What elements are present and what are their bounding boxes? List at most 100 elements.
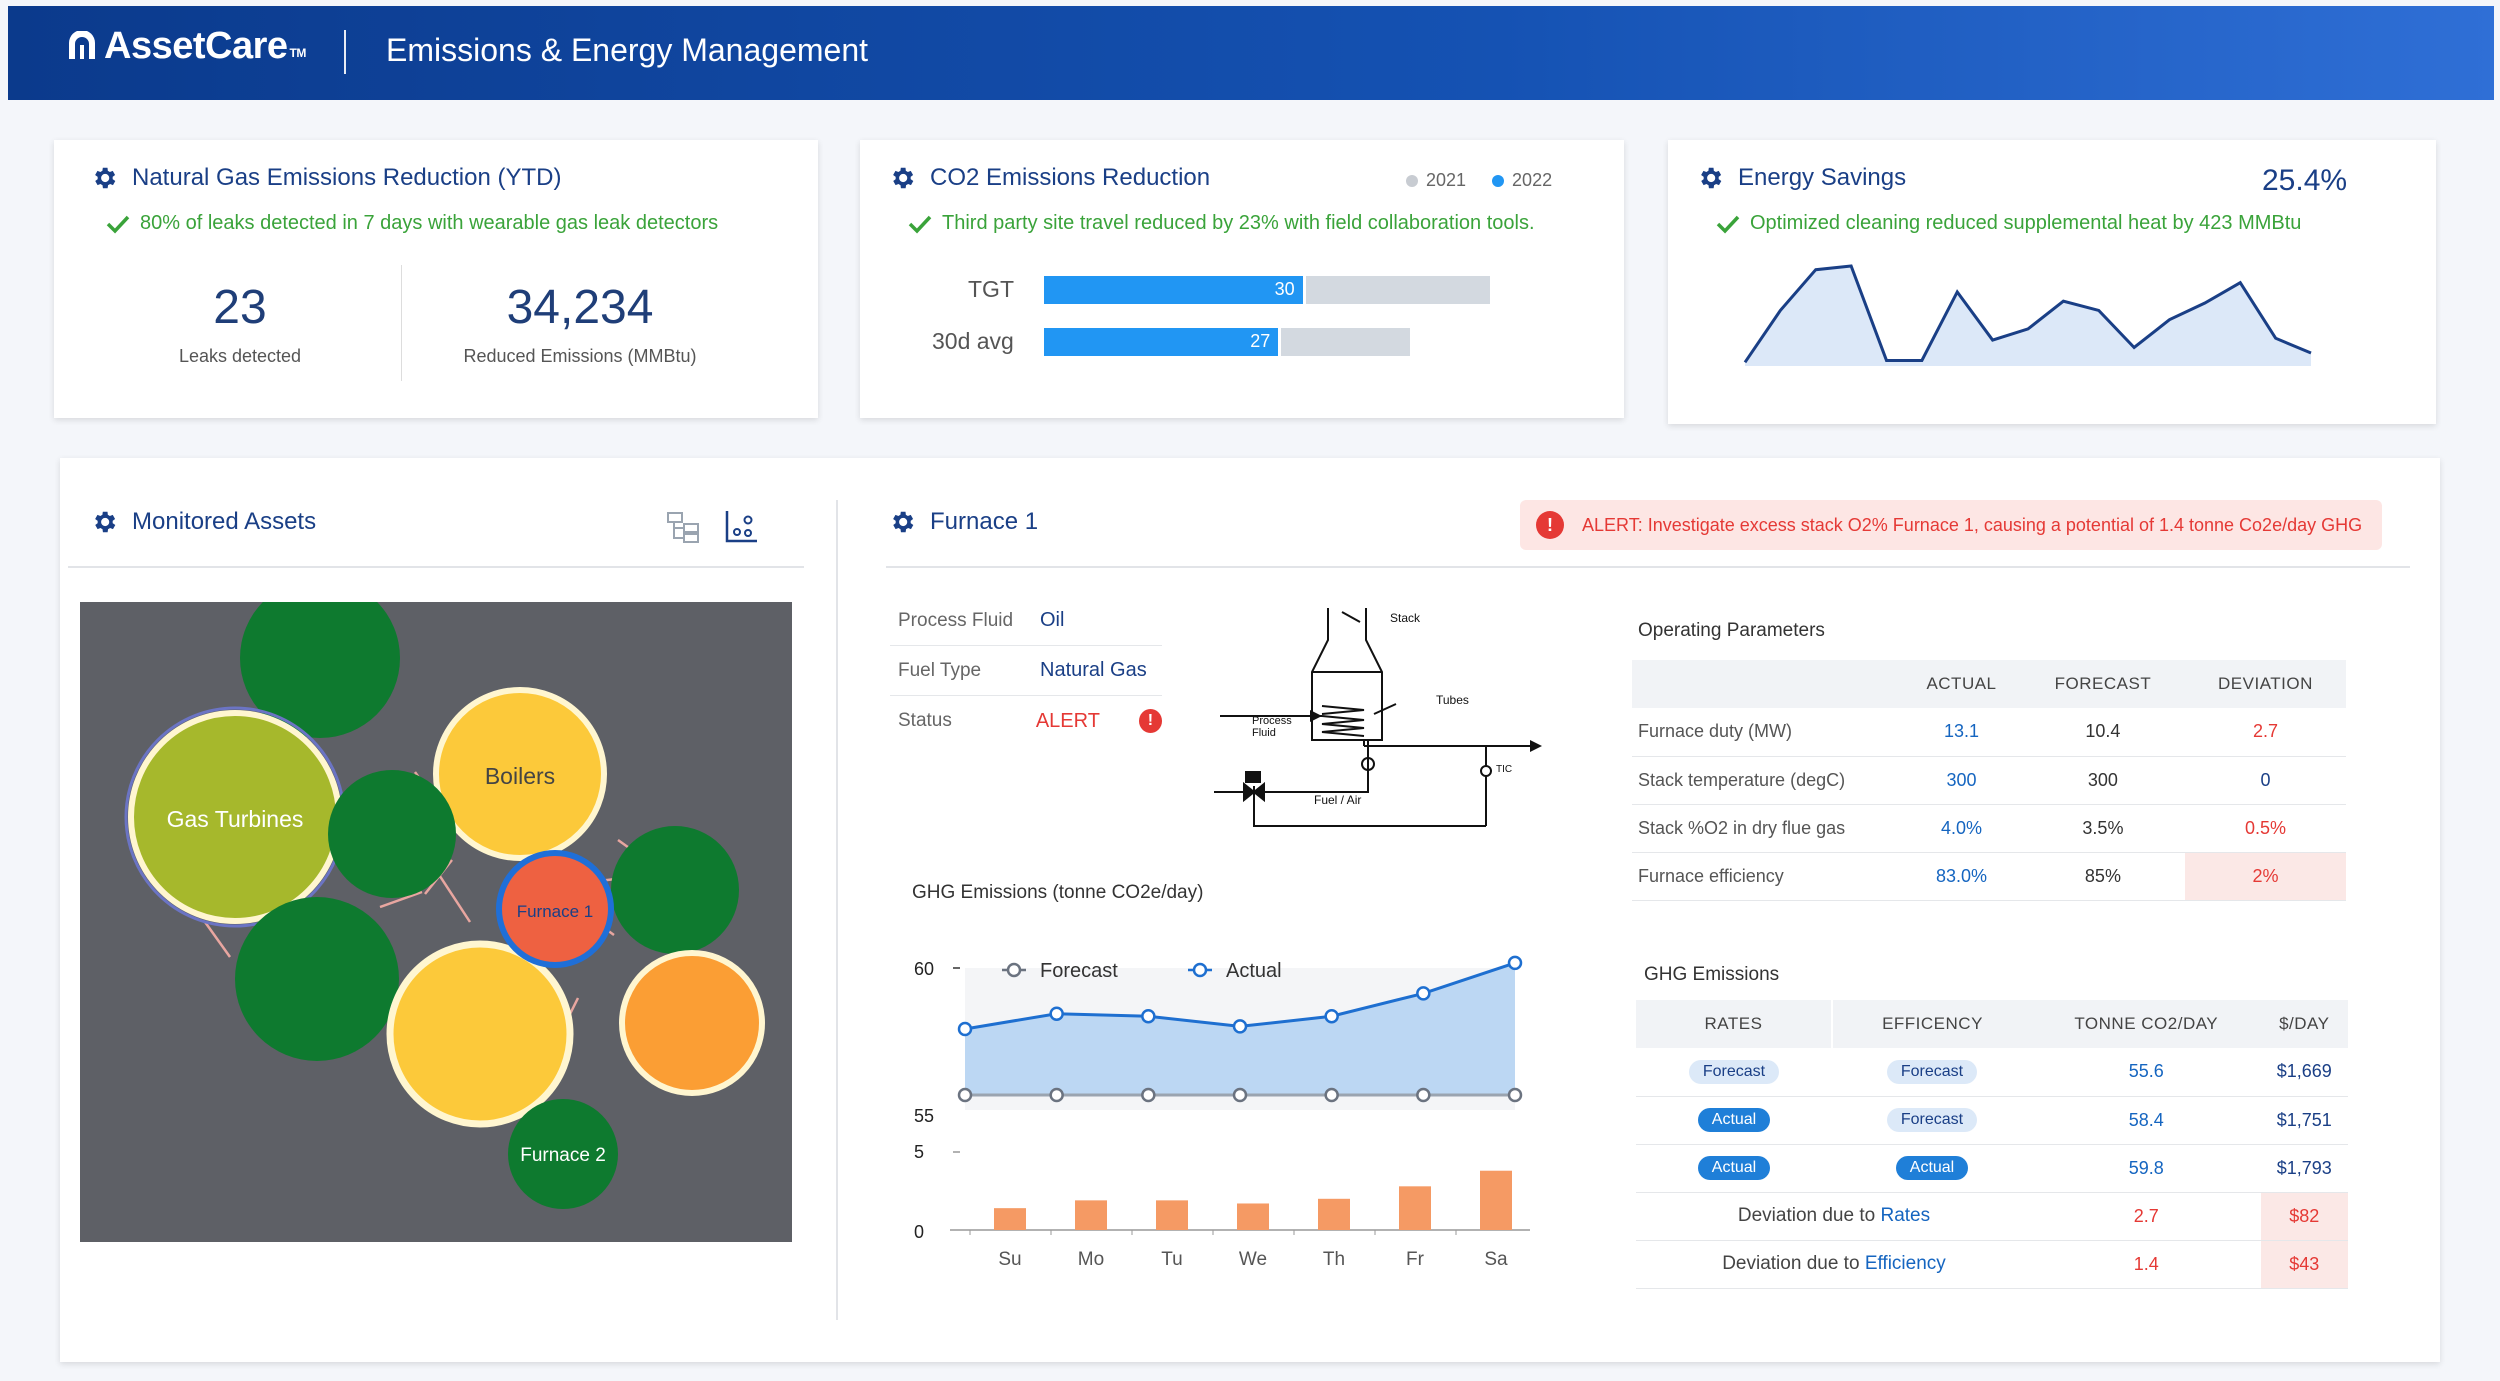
energy-title-text: Energy Savings xyxy=(1738,164,1907,191)
day-label: Tu xyxy=(1161,1249,1182,1270)
bar-30d: 27 xyxy=(1044,328,1410,356)
asset-bubble[interactable] xyxy=(611,826,739,954)
deviation-tonne: 1.4 xyxy=(2032,1240,2261,1289)
table-row[interactable]: Forecast Forecast 55.6 $1,669 xyxy=(1636,1048,2348,1097)
bar-tgt-remainder xyxy=(1302,276,1490,304)
table-row[interactable]: Deviation due to Efficiency 1.4 $43 xyxy=(1636,1240,2348,1289)
param-label: Furnace efficiency xyxy=(1632,852,1902,901)
natural-gas-card xyxy=(54,140,818,418)
deviation-prefix: Deviation due to xyxy=(1737,1205,1876,1226)
axis-label-5: 5 xyxy=(914,1142,924,1162)
actual-point xyxy=(1416,986,1431,1001)
sparkline-line xyxy=(1743,264,2312,364)
usd-value: $1,751 xyxy=(2260,1096,2348,1145)
co2-note: Third party site travel reduced by 23% w… xyxy=(908,212,1535,235)
gear-icon[interactable] xyxy=(90,164,118,192)
legend-label-2021: 2021 xyxy=(1426,170,1467,190)
legend-label-2022: 2022 xyxy=(1512,170,1553,190)
table-row[interactable]: Furnace efficiency 83.0% 85% 2% xyxy=(1632,852,2346,901)
table-row[interactable]: Deviation due to Rates 2.7 $82 xyxy=(1636,1192,2348,1241)
gear-icon[interactable] xyxy=(90,508,118,536)
param-label: Furnace duty (MW) xyxy=(1632,708,1902,757)
param-label: Stack %O2 in dry flue gas xyxy=(1632,804,1902,853)
prop-label: Status xyxy=(898,710,952,731)
table-row[interactable]: Stack temperature (degC) 300 300 0 xyxy=(1632,756,2346,805)
header-divider xyxy=(344,30,346,74)
operating-params-title: Operating Parameters xyxy=(1620,608,1944,658)
diagram-label-tic: TIC xyxy=(1496,764,1512,775)
deviation-tonne: 2.7 xyxy=(2032,1192,2261,1241)
co2-title-text: CO2 Emissions Reduction xyxy=(930,164,1211,191)
alert-banner[interactable]: ! ALERT: Investigate excess stack O2% Fu… xyxy=(1520,500,2382,550)
gear-icon[interactable] xyxy=(1696,164,1724,192)
bubble-boilers[interactable] xyxy=(433,687,607,861)
rate-pill[interactable]: Actual xyxy=(1697,1156,1771,1180)
assetcare-logo[interactable]: AssetCare TM xyxy=(66,22,306,70)
logo-icon xyxy=(69,31,95,59)
efficiency-pill[interactable]: Actual xyxy=(1895,1156,1969,1180)
furnace-title: Furnace 1 xyxy=(888,508,1038,536)
table-row[interactable]: Actual Forecast 58.4 $1,751 xyxy=(1636,1096,2348,1145)
energy-savings-value: 25.4% xyxy=(2262,164,2348,197)
actual-point xyxy=(957,1021,973,1037)
assets-underline xyxy=(68,566,804,568)
rate-pill[interactable]: Actual xyxy=(1697,1108,1771,1132)
tree-view-icon[interactable] xyxy=(666,510,700,544)
bar-tgt-fill: 30 xyxy=(1044,276,1303,304)
deviation-efficiency-label: Deviation due to Efficiency xyxy=(1636,1240,2032,1289)
asset-bubble-yellow[interactable] xyxy=(386,940,574,1128)
gear-icon[interactable] xyxy=(888,508,916,536)
param-forecast: 3.5% xyxy=(2020,804,2185,853)
prop-value: Natural Gas xyxy=(1040,659,1147,681)
param-forecast: 300 xyxy=(2020,756,2185,805)
emission-bar xyxy=(1318,1198,1350,1230)
emission-bar xyxy=(1156,1200,1188,1230)
operating-params-table: ACTUAL FORECAST DEVIATION Furnace duty (… xyxy=(1632,660,2346,901)
header-rates: RATES xyxy=(1636,1000,1833,1048)
legend-actual-label: Actual xyxy=(1226,960,1282,982)
sparkline-area xyxy=(1745,266,2311,366)
legend-dot-2021 xyxy=(1406,174,1418,187)
ghg-emissions-table: RATES EFFICENCY TONNE CO2/DAY $/DAY Fore… xyxy=(1636,1000,2348,1289)
bubble-furnace-2[interactable] xyxy=(508,1099,618,1209)
gear-icon[interactable] xyxy=(888,164,916,192)
asset-bubble[interactable] xyxy=(328,770,456,898)
rate-pill[interactable]: Forecast xyxy=(1688,1059,1780,1084)
legend-forecast-label: Forecast xyxy=(1040,960,1118,982)
efficiency-pill[interactable]: Forecast xyxy=(1886,1059,1978,1084)
logo-tm: TM xyxy=(289,46,307,60)
label-furnace-2: Furnace 2 xyxy=(520,1145,606,1166)
furnace-title-text: Furnace 1 xyxy=(930,508,1039,535)
checkmark-icon xyxy=(106,215,130,234)
energy-card xyxy=(1668,140,2436,424)
efficiency-pill[interactable]: Forecast xyxy=(1886,1108,1978,1132)
co2-legend: 2021 2022 xyxy=(1406,170,1552,191)
energy-note-text: Optimized cleaning reduced supplemental … xyxy=(1750,212,2302,234)
asset-bubble-orange[interactable] xyxy=(619,950,765,1096)
diagram-label-fuel: Fuel / Air xyxy=(1314,793,1361,807)
day-label: Mo xyxy=(1078,1249,1104,1270)
bar-30d-fill: 27 xyxy=(1044,328,1279,356)
asset-bubble[interactable] xyxy=(240,602,400,738)
table-row[interactable]: Actual Actual 59.8 $1,793 xyxy=(1636,1144,2348,1193)
param-actual: 4.0% xyxy=(1902,804,2021,853)
param-deviation: 0 xyxy=(2184,756,2346,805)
table-row[interactable]: Stack %O2 in dry flue gas 4.0% 3.5% 0.5% xyxy=(1632,804,2346,853)
deviation-usd: $82 xyxy=(2260,1192,2348,1241)
usd-value: $1,669 xyxy=(2260,1048,2348,1097)
label-gas-turbines: Gas Turbines xyxy=(167,806,304,832)
logo-text: AssetCare xyxy=(104,24,288,67)
forecast-point xyxy=(1507,1087,1523,1103)
bubble-furnace-1[interactable] xyxy=(496,850,614,968)
furnace-underline xyxy=(886,566,2410,568)
prop-row-fuel: Fuel Type Natural Gas xyxy=(890,646,1162,696)
prop-row-fluid: Process Fluid Oil xyxy=(890,596,1162,646)
bar-30d-remainder xyxy=(1278,328,1410,356)
diagram-label-tubes: Tubes xyxy=(1436,693,1469,707)
asset-bubble[interactable] xyxy=(235,897,399,1061)
param-forecast: 85% xyxy=(2020,852,2185,901)
tonne-value: 59.8 xyxy=(2032,1144,2261,1193)
header-deviation: DEVIATION xyxy=(2184,660,2346,708)
bubble-view-icon[interactable] xyxy=(724,508,760,544)
table-row[interactable]: Furnace duty (MW) 13.1 10.4 2.7 xyxy=(1632,708,2346,757)
